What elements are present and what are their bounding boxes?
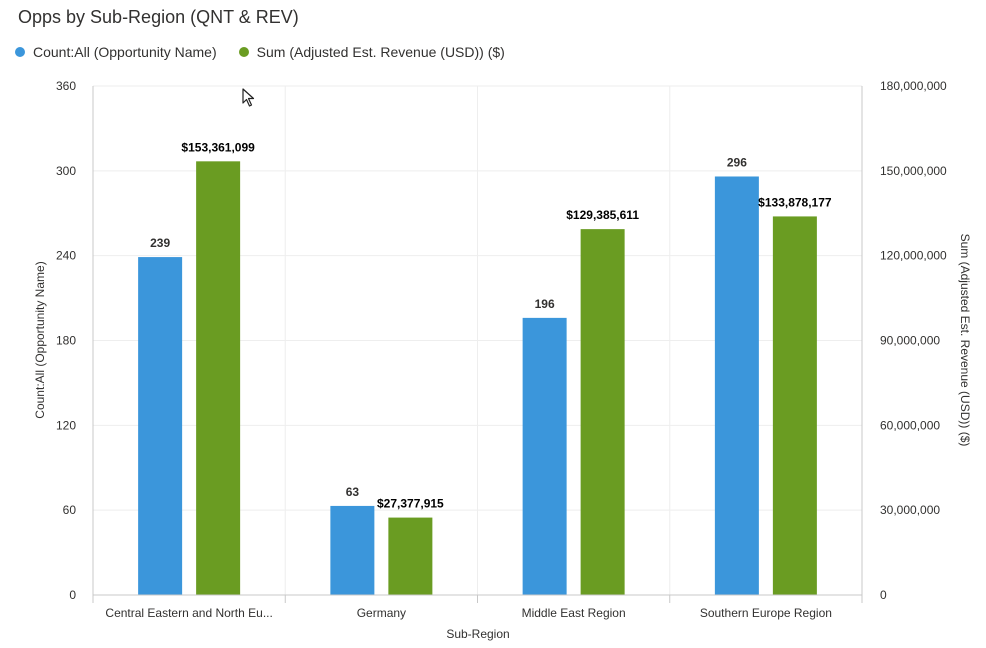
- y2-tick-label: 120,000,000: [880, 249, 947, 263]
- y-tick-label: 120: [56, 418, 76, 432]
- x-tick-label: Southern Europe Region: [700, 606, 832, 620]
- bars-group: [138, 161, 817, 595]
- y2-tick-label: 180,000,000: [880, 79, 947, 93]
- legend-label-revenue: Sum (Adjusted Est. Revenue (USD)) ($): [256, 44, 505, 60]
- y2-tick-label: 30,000,000: [880, 503, 940, 517]
- bar-count: [138, 257, 183, 595]
- bar-revenue: [772, 216, 817, 595]
- data-labels-group: 239 $153,361,099 63 $27,377,915 196 $129,385,…: [150, 140, 832, 510]
- data-label-count: 296: [727, 155, 747, 169]
- mouse-cursor-icon: [242, 88, 255, 107]
- y-tick-label: 60: [63, 503, 77, 517]
- bar-revenue: [388, 517, 433, 595]
- data-label-revenue: $129,385,611: [566, 208, 639, 222]
- y-axis-title: Count:All (Opportunity Name): [33, 261, 47, 418]
- x-axis-title: Sub-Region: [446, 627, 509, 641]
- y-tick-label: 240: [56, 249, 76, 263]
- x-tick-label: Central Eastern and North Eu...: [105, 606, 272, 620]
- bar-count: [522, 317, 567, 595]
- y-tick-label: 0: [69, 588, 76, 602]
- y2-tick-label: 0: [880, 588, 887, 602]
- legend-item-count[interactable]: Count:All (Opportunity Name): [15, 44, 217, 60]
- x-tick-label: Middle East Region: [522, 606, 626, 620]
- legend-swatch-count: [15, 47, 25, 57]
- bar-count: [714, 176, 759, 595]
- y2-tick-label: 90,000,000: [880, 334, 940, 348]
- y-tick-label: 360: [56, 79, 76, 93]
- chart-legend: Count:All (Opportunity Name) Sum (Adjust…: [15, 44, 527, 60]
- data-label-revenue: $27,377,915: [377, 497, 444, 511]
- data-label-count: 196: [535, 297, 555, 311]
- axes-group: 0 60 120 180 240 300 360 0 30,000,000 60,000,000 9…: [56, 79, 947, 620]
- legend-item-revenue[interactable]: Sum (Adjusted Est. Revenue (USD)) ($): [238, 44, 505, 60]
- bar-count: [330, 505, 375, 595]
- data-label-revenue: $153,361,099: [181, 140, 255, 154]
- y-tick-label: 180: [56, 334, 76, 348]
- x-tick-label: Germany: [357, 606, 406, 620]
- y-tick-label: 300: [56, 164, 76, 178]
- y2-tick-label: 60,000,000: [880, 418, 940, 432]
- bar-revenue: [196, 161, 241, 595]
- data-label-count: 63: [346, 485, 360, 499]
- legend-label-count: Count:All (Opportunity Name): [33, 44, 217, 60]
- y2-tick-label: 150,000,000: [880, 164, 947, 178]
- bar-revenue: [580, 229, 625, 595]
- data-label-count: 239: [150, 236, 170, 250]
- y2-axis-title: Sum (Adjusted Est. Revenue (USD)) ($): [958, 234, 972, 447]
- chart-title: Opps by Sub-Region (QNT & REV): [18, 7, 299, 27]
- legend-swatch-revenue: [238, 47, 249, 57]
- data-label-revenue: $133,878,177: [758, 195, 832, 209]
